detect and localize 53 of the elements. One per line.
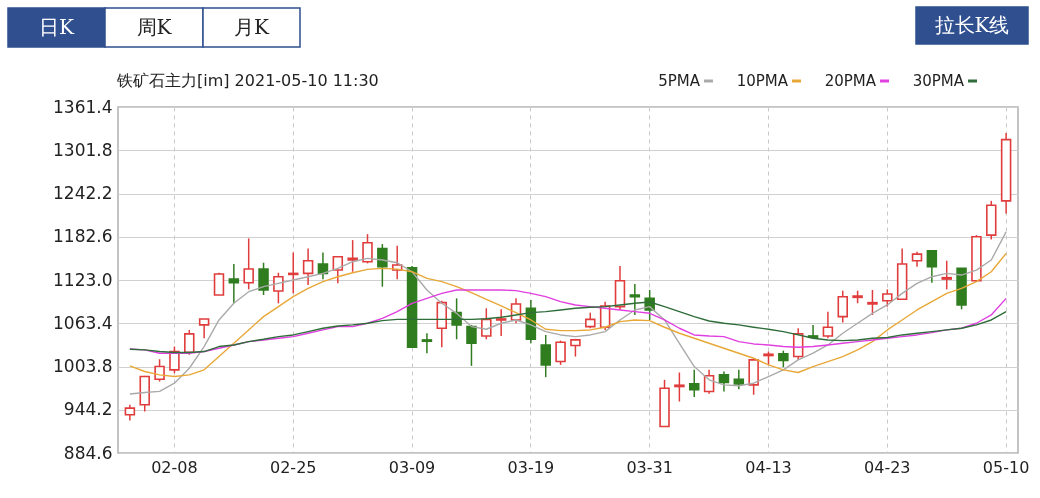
x-tick-label: 03-31 (626, 457, 673, 477)
candlestick (184, 329, 195, 356)
candlestick (302, 247, 314, 286)
candlestick (837, 289, 849, 324)
candlestick (495, 308, 507, 337)
legend-label: 10PMA (736, 72, 789, 90)
y-tick-label: 1123.0 (53, 269, 113, 290)
candlestick (258, 261, 269, 296)
x-tick-label: 02-08 (151, 457, 198, 477)
candlestick (733, 369, 745, 390)
y-tick-label: 1301.8 (53, 139, 113, 160)
candlestick (377, 243, 388, 288)
chart-title: 铁矿石主力[im] 2021-05-10 11:30 (116, 71, 379, 90)
legend-label: 30PMA (912, 72, 965, 90)
candlestick (347, 239, 358, 273)
text: 拉长K线 (934, 12, 1010, 37)
candlestick (822, 310, 834, 340)
text: 月K (234, 14, 271, 39)
y-tick-label: 1063.4 (53, 312, 113, 333)
candlestick (228, 263, 240, 305)
y-tick-label: 1182.6 (53, 226, 113, 247)
candlestick (273, 271, 284, 305)
x-tick-label: 04-13 (745, 457, 792, 477)
x-tick-label: 04-23 (864, 457, 911, 477)
y-tick-label: 884.6 (63, 442, 113, 463)
candlestick (466, 324, 477, 367)
x-tick-label: 02-25 (270, 457, 317, 477)
line-series (129, 231, 1007, 395)
candlestick (198, 318, 210, 340)
candlestick (718, 370, 730, 393)
y-tick-label: 944.2 (63, 399, 113, 420)
legend-label: 5PMA (658, 72, 701, 90)
legend-label: 20PMA (824, 72, 877, 90)
candlestick (867, 289, 878, 316)
text: 周K (136, 14, 173, 39)
candlestick (362, 233, 373, 265)
candlestick (926, 249, 938, 284)
candlestick (481, 307, 492, 341)
candlestick (540, 334, 551, 378)
candlestick (941, 259, 952, 291)
x-tick-label: 05-10 (982, 457, 1030, 477)
candlestick (674, 371, 685, 403)
candlestick (555, 339, 566, 366)
candlestick (421, 332, 433, 354)
y-tick-label: 1242.2 (53, 183, 113, 203)
candlestick (629, 283, 641, 316)
candlestick (688, 369, 700, 398)
candlestick (243, 237, 254, 291)
x-tick-label: 03-09 (388, 457, 436, 477)
x-tick-label: 03-19 (507, 457, 555, 477)
text: 日K (39, 14, 76, 39)
y-tick-label: 1003.8 (53, 356, 113, 376)
y-tick-label: 1361.4 (53, 96, 113, 117)
